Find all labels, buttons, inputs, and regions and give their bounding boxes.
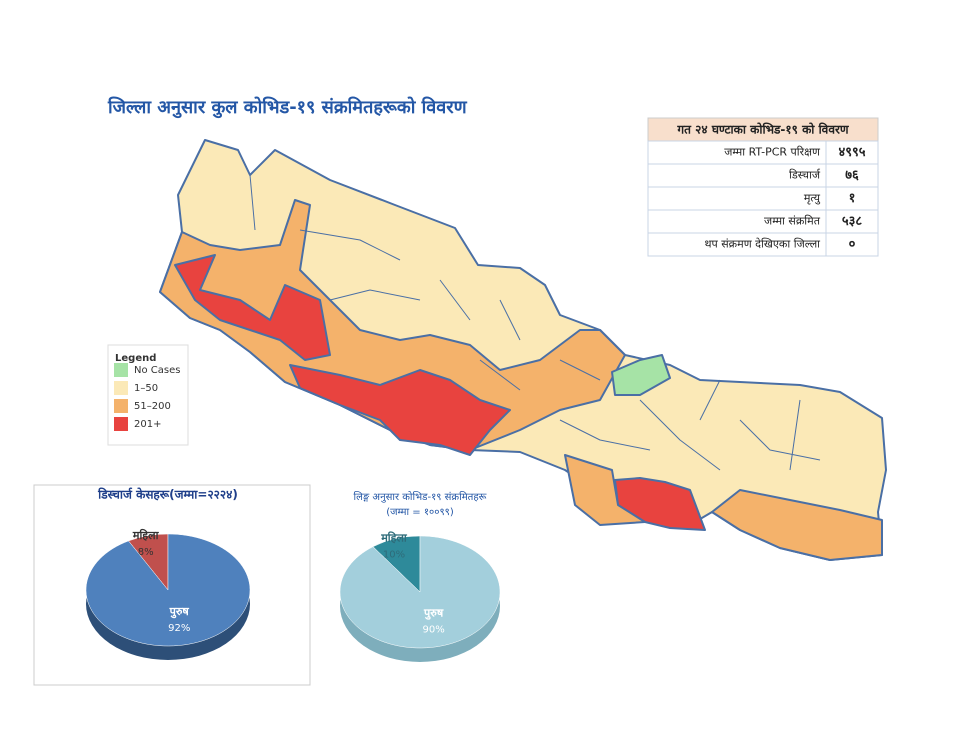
- legend-swatch: [114, 363, 128, 377]
- region-orange: [564, 454, 646, 526]
- row-value: ७६: [845, 168, 859, 183]
- pie-subtitle: (जम्मा = १००९९): [386, 507, 454, 518]
- legend-swatch: [114, 417, 128, 431]
- region-red: [289, 364, 511, 456]
- table-title: गत २४ घण्टाका कोभिड-१९ को विवरण: [676, 123, 850, 137]
- nepal-map: [159, 139, 887, 561]
- slice-label: महिला: [132, 528, 160, 542]
- map-title: जिल्ला अनुसार कुल कोभिड-१९ संक्रमितहरूको…: [107, 96, 468, 119]
- row-label: जम्मा संक्रमित: [764, 215, 821, 228]
- row-value: १: [849, 191, 856, 206]
- slice-label: पुरुष: [423, 606, 444, 620]
- slice-label: पुरुष: [169, 605, 190, 619]
- row-label: डिस्चार्ज: [789, 169, 821, 182]
- region-orange: [711, 489, 883, 561]
- slice-value: 10%: [383, 550, 405, 561]
- legend-label: No Cases: [134, 365, 180, 376]
- legend-label: 1–50: [134, 383, 158, 394]
- legend-label: 201+: [134, 419, 161, 430]
- legend-swatch: [114, 399, 128, 413]
- slice-value: 92%: [168, 623, 190, 634]
- legend-swatch: [114, 381, 128, 395]
- pie-slice: [339, 535, 501, 649]
- pie-title: लिङ्ग अनुसार कोभिड-१९ संक्रमितहरू: [354, 491, 487, 503]
- row-label: मृत्यु: [804, 192, 821, 205]
- row-value: ५३८: [842, 214, 863, 229]
- region-red: [174, 254, 331, 361]
- slice-value: 8%: [138, 547, 154, 558]
- table-cell: [647, 186, 827, 211]
- region-green: [611, 354, 671, 396]
- summary-table: गत २४ घण्टाका कोभिड-१९ को विवरण जम्मा RT-…: [647, 117, 879, 257]
- legend: Legend No Cases 1–50 51–200 201+: [107, 344, 189, 446]
- slice-value: 90%: [422, 624, 444, 635]
- legend-title: Legend: [115, 353, 156, 364]
- row-value: ४९९५: [838, 145, 865, 160]
- table-cell: [825, 232, 879, 257]
- district-lines: [249, 174, 821, 471]
- pie-title: डिस्चार्ज केसहरू(जम्मा=२२२४): [97, 488, 238, 502]
- slice-label: महिला: [380, 531, 408, 545]
- row-value: ०: [849, 237, 856, 252]
- legend-label: 51–200: [134, 401, 171, 412]
- pie-slice: [85, 533, 251, 647]
- row-label: थप संक्रमण देखिएका जिल्ला: [704, 238, 820, 251]
- row-label: जम्मा RT-PCR परिक्षण: [724, 146, 821, 159]
